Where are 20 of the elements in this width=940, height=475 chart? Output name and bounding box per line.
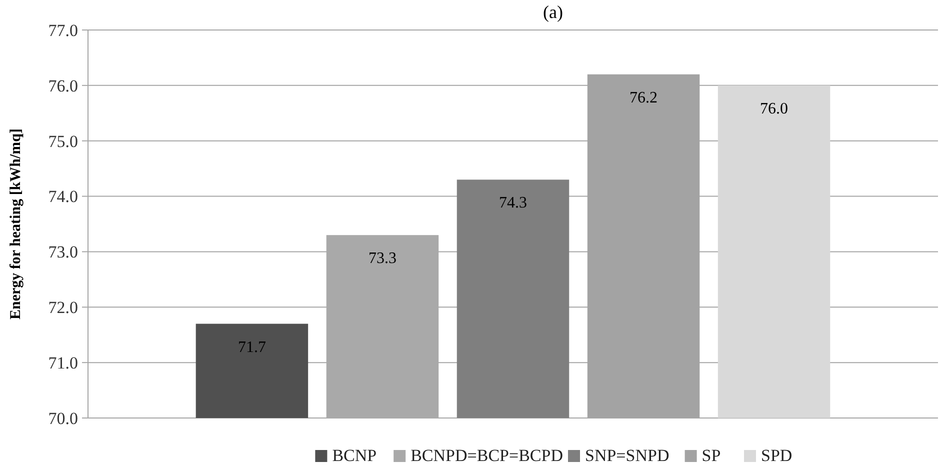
y-tick-label: 70.0: [48, 408, 78, 428]
legend-label: BCNPD=BCP=BCPD: [410, 446, 564, 465]
y-tick-label: 72.0: [48, 298, 78, 318]
legend-label: SNP=SNPD: [585, 446, 670, 465]
y-tick-label: 71.0: [48, 354, 78, 373]
y-tick-label: 74.0: [48, 187, 78, 206]
chart-title: (a): [543, 2, 563, 22]
data-label: 71.7: [238, 338, 266, 356]
data-label: 73.3: [368, 250, 396, 268]
y-tick-label: 73.0: [48, 242, 78, 262]
y-axis-title: Energy for heating [kWh/mq]: [8, 128, 24, 320]
y-tick-label: 76.0: [48, 76, 78, 96]
data-label: 74.3: [499, 194, 527, 212]
legend-label: SPD: [761, 446, 792, 465]
legend-label: SP: [702, 446, 721, 465]
y-tick-label: 77.0: [48, 20, 78, 40]
y-tick-label: 75.0: [48, 132, 78, 151]
data-label: 76.0: [760, 100, 788, 118]
data-label: 76.2: [630, 89, 658, 106]
legend-label: BCNP: [332, 446, 377, 465]
